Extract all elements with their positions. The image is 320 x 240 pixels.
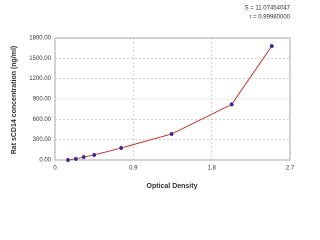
x-tick-label: 0 [53,166,57,172]
point [65,157,71,163]
y-tick-label: 0.00 [39,158,51,164]
y-tick-label: 900.00 [33,97,52,103]
y-tick-label: 1500.00 [29,56,51,62]
point [118,145,124,151]
x-tick-label: 2.7 [286,166,295,172]
y-tick-label: 1200.00 [29,76,51,82]
x-tick-label: 1.8 [207,166,216,172]
y-axis-label: Rat sCD14 concentration (ng/ml) [11,46,18,155]
annotation: S = 11.07454047 [245,6,291,12]
point [269,43,275,49]
x-tick-label: 0.9 [129,166,138,172]
y-tick-label: 1800.00 [29,36,51,42]
point [169,131,175,137]
y-tick-label: 300.00 [33,137,52,143]
point [73,156,79,162]
chart: Rat sCD14 concentration (ng/ml) Optical … [11,6,295,190]
point [81,154,87,160]
point [229,102,235,107]
point [91,152,97,158]
y-tick-label: 600.00 [33,117,52,123]
annotation: r = 0.99980000 [249,15,290,21]
x-axis-label: Optical Density [147,183,198,190]
